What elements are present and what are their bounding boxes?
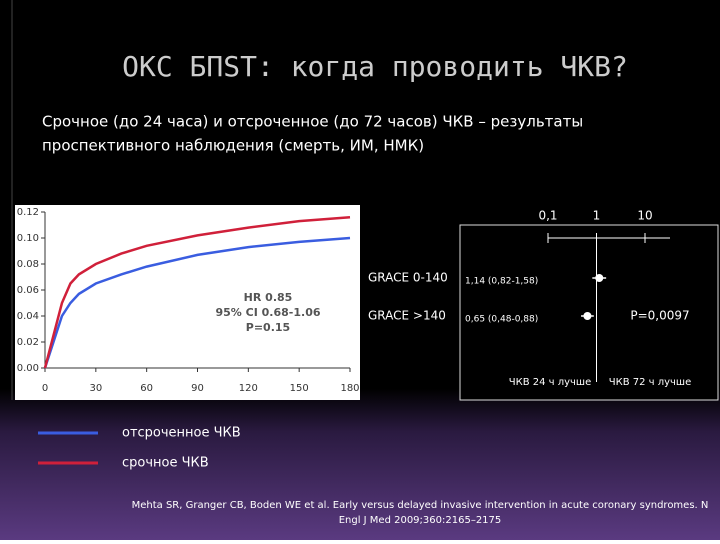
y-tick-label: 0.02 [17, 337, 39, 348]
x-tick-label: 0,1 [538, 209, 557, 223]
x-label: ЧКВ 24 ч лучше [509, 377, 592, 388]
annotation: 95% CI 0.68-1.06 [216, 306, 321, 319]
x-label: ЧКВ 72 ч лучше [609, 377, 692, 388]
annotation: P=0,0097 [630, 309, 689, 323]
y-tick-label: 0.10 [17, 233, 39, 244]
x-tick-label: 1 [593, 209, 601, 223]
subtitle: проспективного наблюдения (смерть, ИМ, Н… [42, 137, 424, 155]
x-tick-label: 0 [42, 383, 48, 394]
series-line [43, 215, 351, 369]
y-tick-label: 0.04 [17, 311, 39, 322]
title: ОКС БПST: когда проводить ЧКВ? [122, 50, 628, 83]
y-tick-label: 0.00 [17, 363, 39, 374]
row-label: GRACE >140 [368, 309, 446, 323]
y-tick-label: 0.06 [17, 285, 39, 296]
citation: Engl J Med 2009;360:2165–2175 [339, 515, 502, 526]
x-tick-label: 180 [340, 383, 359, 394]
x-tick-label: 120 [239, 383, 258, 394]
subtitle: Срочное (до 24 часа) и отсроченное (до 7… [42, 113, 583, 131]
value-label: 1,14 (0,82-1,58) [465, 277, 538, 287]
x-tick-label: 90 [191, 383, 204, 394]
series-line [43, 236, 351, 369]
row-label: GRACE 0-140 [368, 271, 448, 285]
legend-label: отсроченное ЧКВ [122, 426, 241, 441]
value-label: 0,65 (0,48-0,88) [465, 315, 538, 325]
km-panel [15, 205, 360, 400]
annotation: HR 0.85 [244, 291, 293, 304]
point-estimate [595, 274, 604, 282]
x-tick-label: 60 [140, 383, 153, 394]
legend-label: срочное ЧКВ [122, 456, 209, 471]
citation: Mehta SR, Granger CB, Boden WE et al. Ea… [132, 500, 709, 511]
y-tick-label: 0.12 [17, 207, 39, 218]
y-tick-label: 0.08 [17, 259, 39, 270]
annotation: P=0.15 [246, 321, 290, 334]
x-tick-label: 10 [637, 209, 652, 223]
x-tick-label: 30 [89, 383, 102, 394]
point-estimate [583, 312, 592, 320]
x-tick-label: 150 [290, 383, 309, 394]
